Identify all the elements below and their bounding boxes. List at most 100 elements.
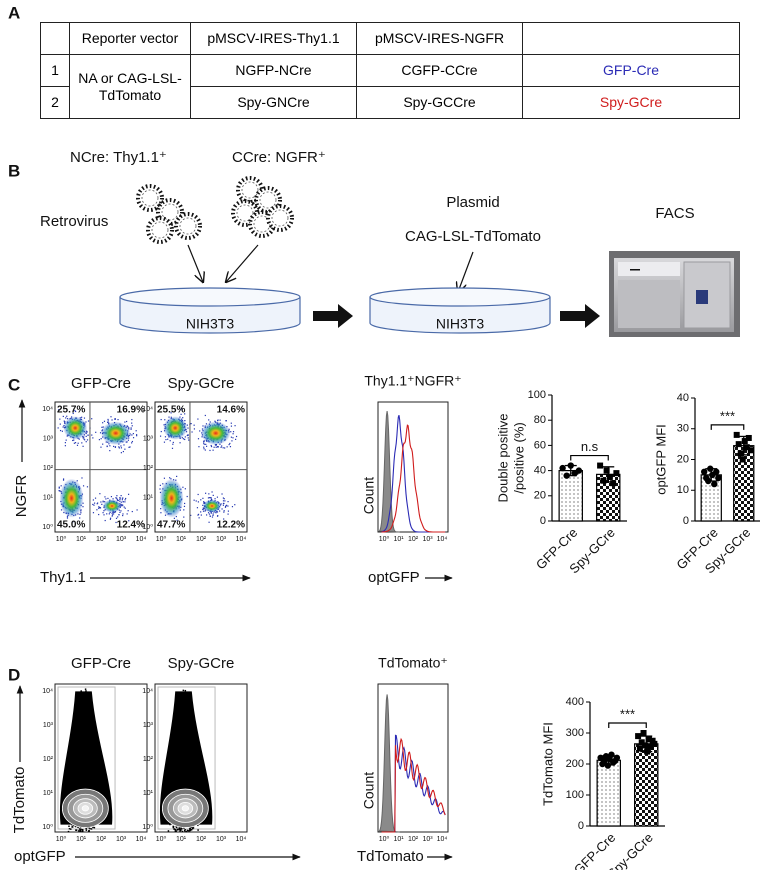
event-dot	[84, 439, 86, 441]
data-point	[747, 447, 754, 454]
event-dot	[66, 415, 68, 417]
event-dot	[197, 493, 199, 496]
event-dot	[64, 442, 66, 444]
event-dot	[223, 511, 225, 513]
event-dot	[82, 437, 84, 439]
event-dot	[119, 500, 121, 502]
event-dot	[222, 497, 225, 499]
x-tick-label: 10³	[422, 836, 433, 843]
y-tick-label: 0	[578, 820, 584, 832]
x-tick-label: 10¹	[393, 536, 404, 543]
x-tick-label: 10¹	[76, 836, 87, 843]
event-dot	[185, 830, 187, 833]
event-dot	[131, 418, 133, 421]
event-dot	[210, 512, 212, 514]
event-dot	[79, 830, 82, 832]
event-dot	[98, 506, 100, 508]
event-dot	[169, 477, 171, 479]
event-dot	[128, 520, 130, 522]
event-dot	[124, 448, 126, 450]
event-dot	[197, 513, 200, 516]
y-tick-label: 300	[566, 727, 584, 739]
virus	[174, 212, 202, 240]
event-dot	[76, 480, 78, 482]
event-dot	[112, 498, 114, 500]
bar	[634, 743, 659, 827]
x-tick-label: 10¹	[176, 836, 187, 843]
event-dot	[227, 510, 230, 512]
event-dot	[205, 423, 208, 425]
event-dot	[81, 828, 84, 831]
event-dot	[180, 408, 182, 410]
y-tick-label: 10²	[43, 465, 54, 472]
event-dot	[116, 499, 119, 501]
x-tick-label: 10¹	[176, 536, 187, 543]
event-dot	[168, 416, 170, 418]
event-dot	[222, 504, 224, 506]
event-dot	[124, 501, 126, 503]
event-dot	[81, 442, 83, 444]
density-blob	[59, 478, 84, 518]
event-dot	[59, 423, 61, 425]
x-tick-label: 10²	[408, 836, 419, 843]
event-dot	[184, 689, 187, 692]
data-point	[735, 441, 742, 448]
bar	[558, 470, 583, 522]
y-tick-label: 10¹	[43, 494, 54, 501]
event-dot	[171, 447, 174, 449]
event-dot	[122, 497, 124, 499]
event-dot	[220, 446, 222, 448]
event-dot	[59, 418, 61, 420]
data-point	[737, 450, 744, 457]
significance-bracket	[570, 454, 609, 461]
y-tick-label: 80	[534, 414, 546, 426]
event-dot	[216, 445, 219, 448]
header-cell: Reporter vector	[69, 22, 191, 55]
x-tick-label: 10³	[216, 536, 227, 543]
event-dot	[83, 417, 86, 419]
event-dot	[184, 488, 186, 490]
event-dot	[179, 416, 181, 418]
event-dot	[104, 519, 106, 522]
event-dot	[113, 445, 115, 448]
event-dot	[60, 509, 63, 511]
event-dot	[102, 500, 104, 502]
data-point	[745, 434, 752, 441]
event-dot	[131, 425, 133, 427]
virus	[136, 184, 164, 212]
event-dot	[92, 503, 94, 506]
control-histogram	[378, 694, 400, 833]
event-dot	[208, 493, 210, 495]
event-dot	[103, 420, 106, 422]
event-dot	[172, 826, 175, 829]
event-dot	[176, 475, 178, 478]
quadrant-percent: 25.7%	[57, 405, 85, 416]
event-dot	[179, 826, 181, 829]
event-dot	[219, 510, 221, 512]
event-dot	[212, 449, 214, 451]
event-dot	[131, 434, 133, 436]
event-dot	[80, 512, 82, 514]
event-dot	[83, 436, 85, 438]
event-dot	[230, 422, 232, 424]
virus-core	[236, 204, 254, 222]
event-dot	[100, 438, 102, 440]
event-dot	[203, 448, 205, 450]
event-dot	[197, 829, 199, 831]
event-dot	[62, 426, 64, 428]
event-dot	[115, 517, 118, 519]
event-dot	[120, 510, 122, 512]
event-dot	[180, 413, 182, 415]
event-dot	[83, 438, 85, 440]
event-dot	[109, 518, 112, 520]
significance-bracket	[710, 424, 745, 430]
event-dot	[99, 432, 102, 434]
event-dot	[204, 449, 206, 451]
event-dot	[122, 501, 124, 503]
event-dot	[115, 521, 117, 524]
event-dot	[187, 434, 189, 436]
event-dot	[70, 828, 72, 830]
event-dot	[235, 435, 238, 438]
event-dot	[90, 828, 93, 830]
